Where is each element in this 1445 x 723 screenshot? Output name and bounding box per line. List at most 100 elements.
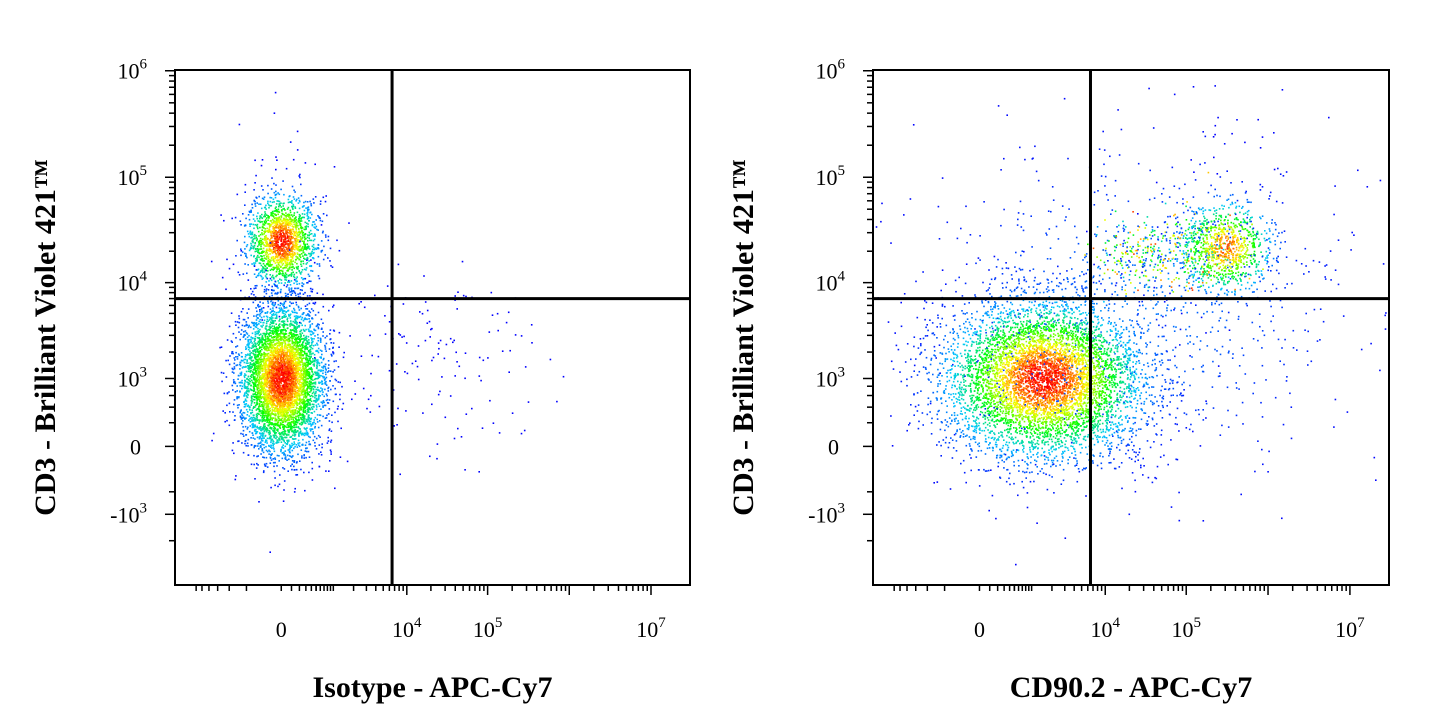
event-dot <box>254 200 256 203</box>
event-dot <box>275 254 278 257</box>
event-dot <box>292 228 294 230</box>
event-dot <box>283 267 286 269</box>
event-dot <box>289 347 292 350</box>
event-dot <box>294 224 297 227</box>
event-dot <box>278 307 281 309</box>
event-dot <box>316 263 319 265</box>
event-dot <box>261 258 263 260</box>
event-dot <box>324 348 327 350</box>
event-dot <box>276 274 278 277</box>
event-dot <box>302 231 305 234</box>
event-dot <box>270 346 272 348</box>
event-dot <box>297 236 299 238</box>
event-dot <box>296 404 299 406</box>
event-dot <box>271 373 274 376</box>
event-dot <box>254 368 256 371</box>
event-dot <box>284 254 286 256</box>
event-dot <box>260 252 262 254</box>
event-dot <box>255 248 257 250</box>
event-dot <box>301 332 304 334</box>
event-dot <box>298 207 301 210</box>
event-dot <box>310 394 313 397</box>
event-dot <box>293 322 296 324</box>
event-dot <box>280 255 283 257</box>
event-dot <box>284 274 286 276</box>
event-dot <box>302 278 304 281</box>
event-dot <box>319 436 321 438</box>
event-dot <box>264 338 267 341</box>
event-dot <box>272 229 275 231</box>
event-dot <box>258 353 261 355</box>
event-dot <box>258 203 260 205</box>
event-dot <box>283 401 286 403</box>
event-dot <box>268 247 271 250</box>
event-dot <box>254 203 256 205</box>
event-dot <box>278 415 281 418</box>
event-dot <box>259 305 261 308</box>
event-dot <box>270 224 272 226</box>
event-dot <box>280 307 282 309</box>
event-dot <box>295 221 298 224</box>
event-dot <box>300 398 302 400</box>
event-dot <box>258 357 261 360</box>
event-dot <box>287 386 290 389</box>
event-dot <box>279 290 282 293</box>
event-dot <box>324 368 327 370</box>
event-dot <box>252 240 254 243</box>
event-dot <box>319 369 321 371</box>
event-dot <box>329 370 332 372</box>
event-dot <box>300 277 303 279</box>
event-dot <box>281 210 283 212</box>
event-dot <box>306 236 309 239</box>
event-dot <box>334 487 336 490</box>
event-dot <box>293 335 296 338</box>
event-dot <box>295 255 297 258</box>
event-dot <box>289 313 292 316</box>
event-dot <box>280 365 282 368</box>
event-dot <box>298 239 300 241</box>
event-dot <box>254 257 257 260</box>
event-dot <box>250 338 252 341</box>
event-dot <box>280 216 283 218</box>
event-dot <box>315 388 317 391</box>
event-dot <box>290 223 293 225</box>
event-dot <box>293 230 295 233</box>
event-dot <box>278 238 281 240</box>
event-dot <box>296 322 299 324</box>
event-dot <box>276 210 278 212</box>
event-dot <box>257 230 260 233</box>
event-dot <box>306 411 309 413</box>
event-dot <box>240 248 242 250</box>
event-dot <box>277 287 279 289</box>
event-dot <box>287 270 290 272</box>
event-dot <box>239 363 241 366</box>
event-dot <box>277 252 279 254</box>
event-dot <box>271 210 274 213</box>
event-dot <box>273 370 276 373</box>
event-dot <box>288 201 291 203</box>
event-dot <box>250 242 252 245</box>
event-dot <box>251 231 254 234</box>
event-dot <box>300 388 302 390</box>
event-dot <box>328 348 331 350</box>
event-dot <box>270 214 272 217</box>
event-dot <box>269 249 271 251</box>
event-dot <box>233 357 236 359</box>
event-dot <box>295 426 297 428</box>
event-dot <box>299 255 301 257</box>
event-dot <box>269 240 271 242</box>
event-dot <box>241 385 244 388</box>
event-dot <box>228 325 231 328</box>
event-dot <box>300 468 302 471</box>
event-dot <box>223 219 225 222</box>
event-dot <box>306 215 309 217</box>
event-dot <box>259 328 261 331</box>
event-dot <box>295 245 297 247</box>
event-dot <box>274 427 277 430</box>
event-dot <box>247 438 250 441</box>
event-dot <box>232 352 234 355</box>
event-dot <box>257 337 260 340</box>
event-dot <box>258 323 260 325</box>
event-dot <box>225 288 227 291</box>
event-dot <box>273 191 276 194</box>
